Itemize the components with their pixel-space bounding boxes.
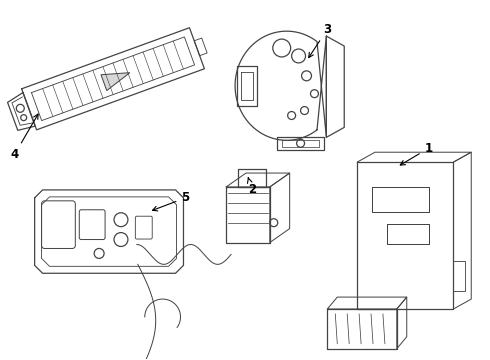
Circle shape (21, 115, 26, 121)
Text: 2: 2 (247, 178, 256, 197)
Text: 3: 3 (309, 23, 331, 58)
Circle shape (292, 49, 306, 63)
Circle shape (94, 248, 104, 258)
Text: 4: 4 (10, 114, 38, 161)
Circle shape (273, 39, 291, 57)
Polygon shape (101, 73, 130, 91)
FancyBboxPatch shape (135, 216, 152, 239)
Circle shape (270, 219, 278, 227)
Circle shape (16, 104, 24, 112)
FancyBboxPatch shape (79, 210, 105, 239)
Circle shape (114, 233, 128, 247)
Circle shape (288, 112, 295, 120)
Text: 1: 1 (400, 142, 433, 165)
Circle shape (301, 71, 312, 81)
Circle shape (300, 107, 309, 114)
FancyBboxPatch shape (42, 201, 75, 248)
Circle shape (296, 139, 305, 147)
Circle shape (311, 90, 319, 98)
Text: 5: 5 (152, 192, 190, 211)
Circle shape (114, 213, 128, 227)
